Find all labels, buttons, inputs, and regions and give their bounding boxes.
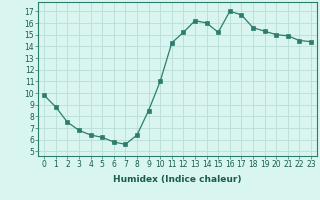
X-axis label: Humidex (Indice chaleur): Humidex (Indice chaleur): [113, 175, 242, 184]
